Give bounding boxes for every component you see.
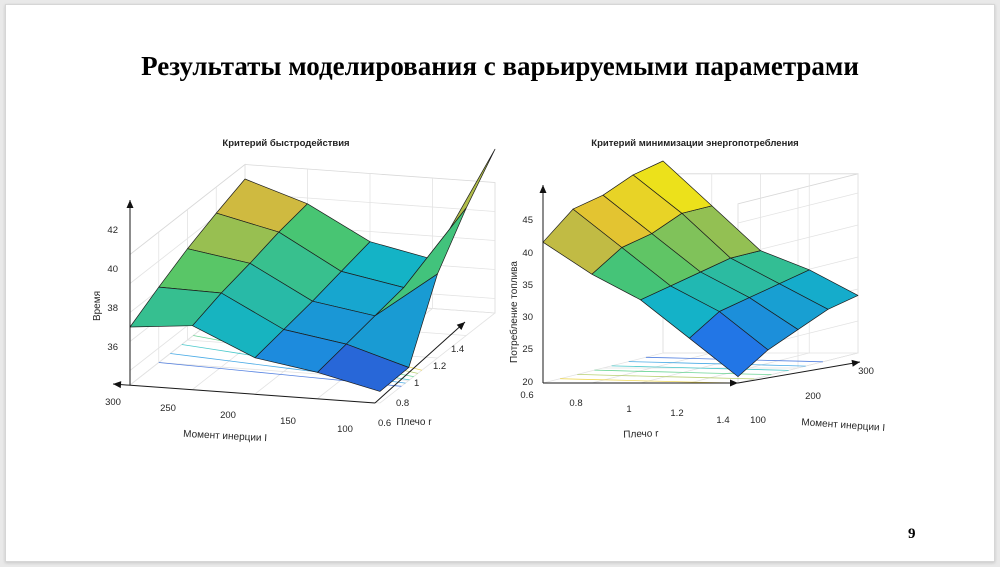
tick-label: 25 [522,344,533,355]
tick-label: 0.8 [396,398,409,409]
chart1-axes [112,200,466,404]
tick-label: 0.6 [378,418,391,429]
tick-label: 1.2 [433,361,446,372]
tick-label: 0.6 [520,390,533,401]
axis-line [737,361,861,384]
chart2-ylabel: Момент инерции I [801,417,886,434]
chart1-title: Критерий быстродействия [222,138,349,149]
page-number: 9 [908,526,916,542]
chart2-surface [542,160,859,377]
tick-label: 200 [220,410,236,421]
tick-label: 20 [522,377,533,388]
tick-label: 45 [522,215,533,226]
axis-line [112,383,376,404]
tick-label: 1 [414,378,419,389]
surface-cell [317,343,410,392]
tick-label: 40 [107,264,118,275]
axis-arrowhead [113,381,122,389]
chart1-surface [129,148,496,392]
tick-label: 36 [107,342,118,353]
tick-label: 35 [522,280,533,291]
tick-label: 200 [805,391,821,402]
tick-label: 1.4 [716,415,729,426]
tick-label: 30 [522,312,533,323]
tick-label: 38 [107,303,118,314]
tick-label: 100 [337,424,353,435]
tick-label: 40 [522,248,533,259]
surface-cell [542,208,623,275]
tick-label: 300 [105,397,121,408]
tick-label: 300 [858,366,874,377]
axis-arrowhead [456,322,465,330]
chart1-zlabel: Время [92,291,103,321]
axis-line [374,321,466,404]
chart2-axes [539,185,861,387]
axis-arrowhead [851,359,860,367]
chart2-title: Критерий минимизации энергопотребления [591,138,798,149]
chart2-xlabel: Плечо r [623,428,659,440]
tick-label: 1.2 [670,408,683,419]
axis-arrowhead [539,185,547,193]
tick-label: 100 [750,415,766,426]
chart2-zlabel: Потребление топлива [508,261,520,363]
tick-label: 0.8 [569,398,582,409]
axis-arrowhead [126,200,134,208]
tick-label: 1.4 [451,344,464,355]
axis-arrowhead [730,379,738,387]
chart1-ylabel: Плечо r [396,417,432,428]
tick-label: 42 [107,225,118,236]
tick-label: 250 [160,403,176,414]
chart1-xlabel: Момент инерции I [183,429,267,444]
tick-label: 150 [280,416,296,427]
slide-title: Результаты моделирования с варьируемыми … [141,51,859,81]
tick-label: 1 [626,404,631,415]
